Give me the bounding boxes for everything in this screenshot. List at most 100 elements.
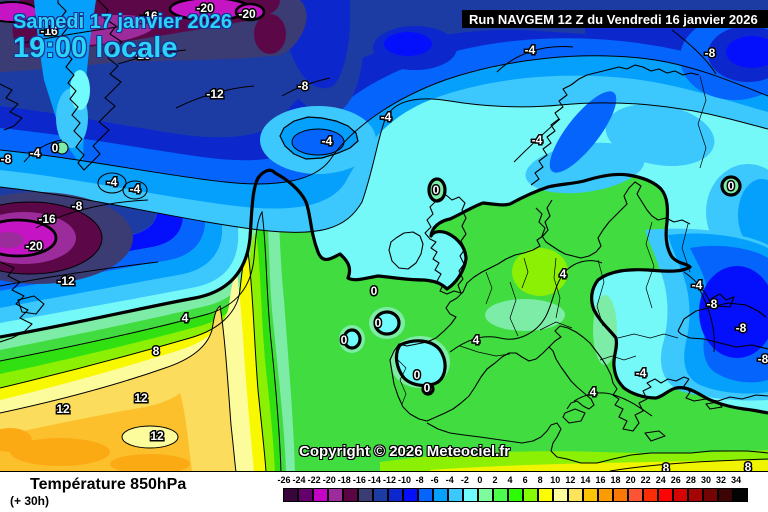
contour-label: -12 — [206, 87, 224, 101]
colorbar-cell — [523, 488, 538, 502]
colorbar-cell — [553, 488, 568, 502]
colorbar-cell — [733, 488, 748, 502]
colorbar-tick: 8 — [537, 475, 543, 485]
colorbar-cell — [328, 488, 343, 502]
contour-label: -20 — [196, 1, 214, 15]
contour-label: -8 — [298, 79, 309, 93]
contour-labels: -20 -20-16-16-16-12-8-4-4-4 -8-400-4 0-4 -4-… — [0, 0, 768, 477]
contour-label: 8 — [153, 344, 160, 358]
forecast-offset: (+ 30h) — [10, 494, 50, 508]
contour-label: 0 — [341, 333, 348, 347]
colorbar-cell — [283, 488, 298, 502]
contour-label: -4 — [30, 146, 41, 160]
colorbar-cell — [478, 488, 493, 502]
contour-label: -20 — [25, 239, 43, 253]
colorbar-tick: -4 — [445, 475, 454, 485]
contour-label: 8 — [745, 460, 752, 474]
colorbar-tick: 0 — [477, 475, 483, 485]
model-run-info: Run NAVGEM 12 Z du Vendredi 16 janvier 2… — [469, 11, 758, 27]
colorbar-tick: 26 — [670, 475, 681, 485]
contour-label: 0 — [414, 368, 421, 382]
colorbar-tick: -22 — [307, 475, 321, 485]
contour-label: 4 — [560, 267, 567, 281]
colorbar-cell — [313, 488, 328, 502]
contour-label: 4 — [473, 333, 480, 347]
legend-bar: Température 850hPa (+ 30h) -26 -24 -22 -20-… — [0, 471, 768, 512]
coastlines — [0, 0, 768, 464]
colorbar-tick: -6 — [430, 475, 439, 485]
colorbar-tick: 20 — [625, 475, 636, 485]
colorbar-tick: -14 — [367, 475, 381, 485]
colorbar-cell — [718, 488, 733, 502]
contour-label: -8 — [1, 152, 12, 166]
copyright-watermark: Copyright © 2026 Meteociel.fr — [299, 443, 511, 460]
colorbar-tick: 16 — [595, 475, 606, 485]
colorbar-cell — [508, 488, 523, 502]
colorbar-cell — [298, 488, 313, 502]
contour-label: -4 — [130, 182, 141, 196]
contour-label: -4 — [322, 134, 333, 148]
contour-label: 0 — [371, 284, 378, 298]
colorbar-tick: 10 — [550, 475, 561, 485]
contour-label: 4 — [182, 311, 189, 325]
contour-label: -4 — [381, 110, 392, 124]
colorbar-tick: -24 — [292, 475, 306, 485]
colorbar-cell — [673, 488, 688, 502]
colorbar-tick: 24 — [655, 475, 666, 485]
colorbar-tick: 14 — [580, 475, 591, 485]
contour-label: -8 — [72, 199, 83, 213]
colorbar-cell — [418, 488, 433, 502]
model-run-info-bar: Run NAVGEM 12 Z du Vendredi 16 janvier 2… — [462, 10, 768, 28]
colorbar-cell — [493, 488, 508, 502]
contour-label: -16 — [140, 9, 158, 23]
contour-label: -4 — [525, 43, 536, 57]
contour-label: -4 — [692, 278, 703, 292]
colorbar-tick: 18 — [610, 475, 621, 485]
colorbar-tick: -12 — [382, 475, 396, 485]
colorbar-cell — [403, 488, 418, 502]
colorbar-tick: 22 — [640, 475, 651, 485]
colorbar-tick: 32 — [716, 475, 727, 485]
colorbar-tick: 4 — [507, 475, 513, 485]
colorbar-tick: 2 — [492, 475, 498, 485]
contour-label: 4 — [590, 385, 597, 399]
colorbar-cell — [448, 488, 463, 502]
colorbar-tick: -26 — [277, 475, 291, 485]
colorbar-cell — [463, 488, 478, 502]
colorbar-tick: 12 — [565, 475, 576, 485]
colorbar-tick: -10 — [398, 475, 412, 485]
colorbar-cell — [388, 488, 403, 502]
contour-label: -8 — [736, 321, 747, 335]
contour-label: -4 — [636, 366, 647, 380]
colorbar-tick: 6 — [522, 475, 528, 485]
colorbar-cell — [358, 488, 373, 502]
contour-label: 0 — [728, 179, 735, 193]
colorbar-tick: -2 — [460, 475, 469, 485]
contour-label: -16 — [40, 24, 58, 38]
colorbar-cell — [643, 488, 658, 502]
colorbar-cell — [343, 488, 358, 502]
colorbar-tick: 28 — [685, 475, 696, 485]
colorbar-tick: -20 — [322, 475, 336, 485]
colorbar-cell — [613, 488, 628, 502]
colorbar-tick: 30 — [700, 475, 711, 485]
colorbar-cell — [583, 488, 598, 502]
contour-label: -4 — [107, 175, 118, 189]
contour-label: -12 — [57, 274, 75, 288]
chart-title: Température 850hPa — [30, 476, 187, 493]
colorbar-cell — [598, 488, 613, 502]
contour-label: -20 — [238, 7, 256, 21]
contour-label: 0 — [424, 381, 431, 395]
colorbar-cell — [628, 488, 643, 502]
contour-label: 8 — [663, 461, 670, 475]
colorbar-cell — [433, 488, 448, 502]
contour-label: 12 — [56, 402, 70, 416]
contour-label: 0 — [433, 183, 440, 197]
contour-label: 12 — [150, 429, 164, 443]
colorbar-tick: 34 — [731, 475, 742, 485]
contour-label: 0 — [52, 141, 59, 155]
contour-label: 0 — [375, 316, 382, 330]
colorbar-cell — [538, 488, 553, 502]
